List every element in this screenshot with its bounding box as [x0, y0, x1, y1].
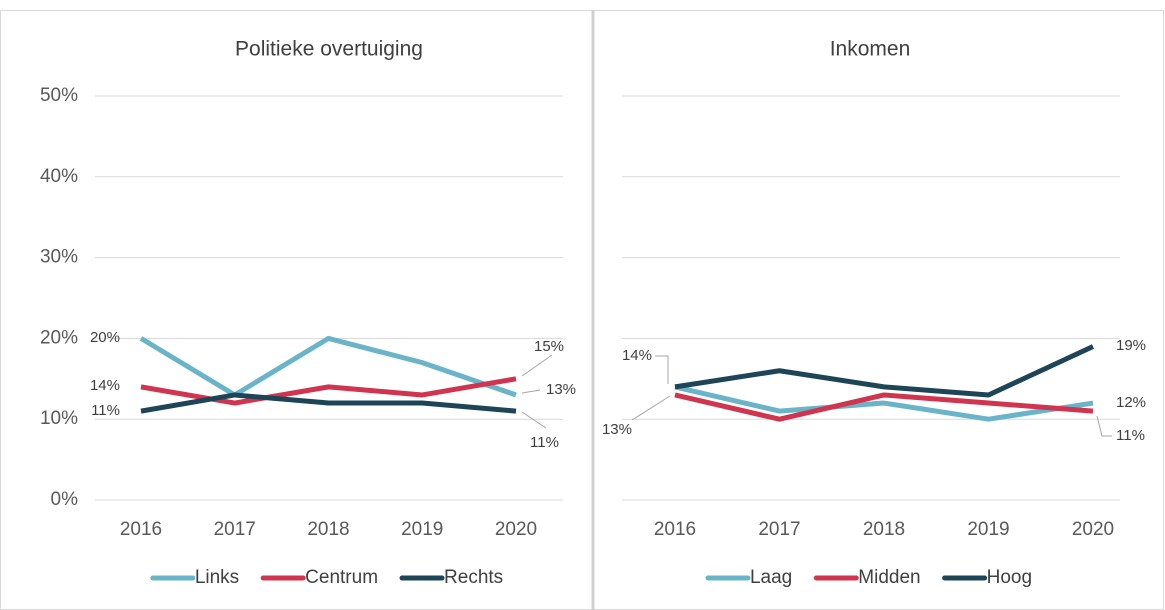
series-line	[674, 384, 1094, 422]
chart-title: Inkomen	[830, 38, 911, 61]
leader-line	[521, 354, 553, 377]
y-tick-label: 20%	[40, 327, 78, 348]
leader-line	[521, 411, 547, 429]
data-label: 13%	[602, 421, 632, 438]
series-line	[674, 344, 1095, 398]
data-label: 13%	[546, 381, 576, 398]
x-tick-label: 2019	[967, 519, 1009, 540]
data-label: 15%	[534, 338, 564, 355]
x-tick-label: 2017	[758, 519, 800, 540]
y-tick-label: 10%	[40, 408, 78, 429]
x-tick-label: 2016	[120, 519, 162, 540]
series-line	[139, 335, 517, 398]
leader-line	[521, 389, 541, 394]
legend-label: Midden	[858, 567, 920, 588]
leader-line	[631, 395, 671, 421]
leader-line	[1096, 415, 1112, 437]
chart-title: Politieke overtuiging	[235, 38, 423, 61]
x-tick-label: 2017	[214, 519, 256, 540]
data-label: 14%	[622, 347, 652, 364]
legend-label: Hoog	[987, 567, 1032, 588]
x-tick-label: 2018	[863, 519, 905, 540]
legend-label: Laag	[750, 567, 792, 588]
y-tick-label: 30%	[40, 247, 78, 268]
series-line	[674, 392, 1094, 422]
data-label: 11%	[91, 402, 120, 419]
x-tick-label: 2020	[495, 519, 537, 540]
series-line	[140, 376, 517, 406]
leader-line	[655, 355, 669, 384]
data-label: 14%	[90, 377, 120, 394]
legend-label: Rechts	[444, 567, 503, 588]
y-tick-label: 40%	[40, 166, 78, 187]
legend-label: Centrum	[305, 567, 378, 588]
y-tick-label: 0%	[51, 489, 79, 510]
data-label: 11%	[1116, 427, 1145, 444]
series-line	[140, 392, 517, 414]
data-label: 19%	[1116, 337, 1146, 354]
data-label: 20%	[90, 329, 120, 346]
x-tick-label: 2016	[654, 519, 696, 540]
y-tick-label: 50%	[40, 85, 78, 106]
x-tick-label: 2019	[401, 519, 443, 540]
data-label: 12%	[1116, 394, 1146, 411]
x-tick-label: 2020	[1072, 519, 1114, 540]
legend-label: Links	[195, 567, 239, 588]
x-tick-label: 2018	[307, 519, 349, 540]
data-label: 11%	[530, 434, 559, 451]
